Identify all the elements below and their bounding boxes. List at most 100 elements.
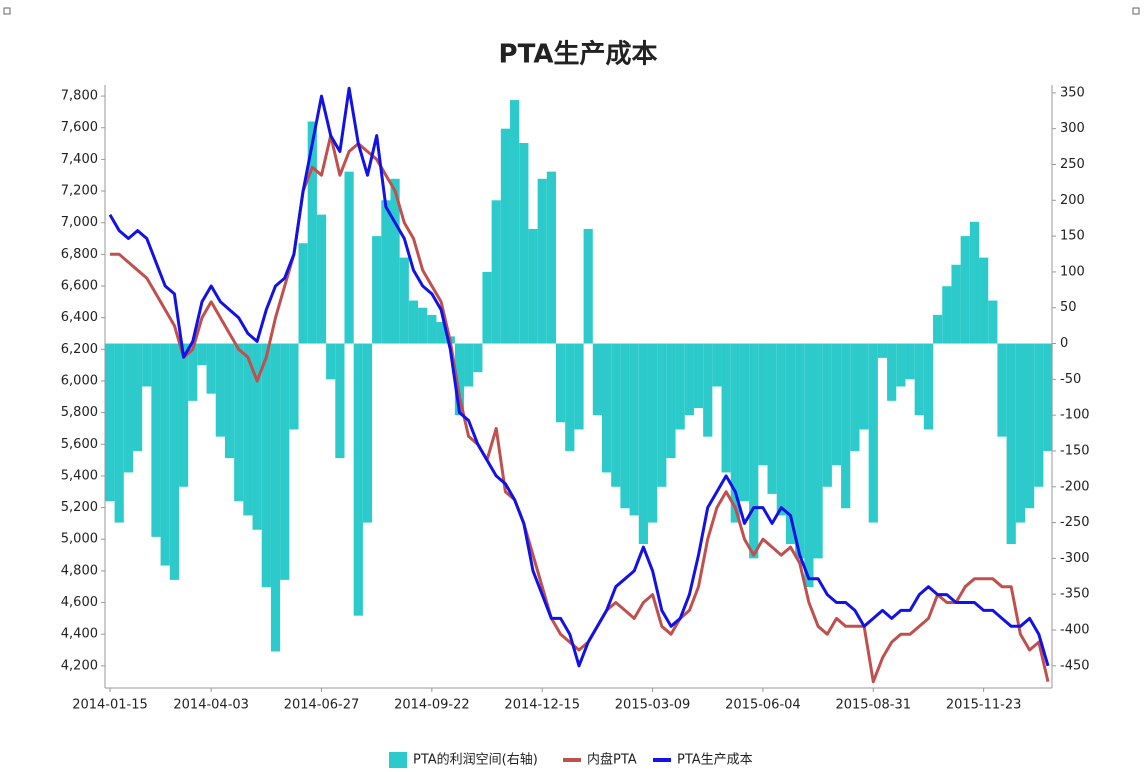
bar xyxy=(887,343,897,401)
y2-tick-label: 350 xyxy=(1060,85,1085,100)
y2-tick-label: -150 xyxy=(1060,443,1090,458)
bar xyxy=(831,343,842,466)
bar xyxy=(822,343,832,487)
bar xyxy=(923,343,934,430)
bar xyxy=(546,171,557,344)
bar xyxy=(123,343,133,473)
bar xyxy=(749,343,759,559)
bar xyxy=(270,343,281,652)
bar xyxy=(399,257,409,344)
legend-label: 内盘PTA xyxy=(587,752,637,768)
bar xyxy=(666,343,676,459)
bar xyxy=(556,343,566,423)
corner-icon xyxy=(3,7,11,15)
y2-tick-label: 250 xyxy=(1060,157,1085,172)
x-tick-label: 2015-11-23 xyxy=(946,698,1022,713)
bar xyxy=(528,228,538,344)
bar xyxy=(105,343,115,502)
bar xyxy=(224,343,235,459)
bar xyxy=(316,214,327,344)
y-tick-label: 6,800 xyxy=(61,247,98,262)
y2-tick-label: 50 xyxy=(1060,300,1077,315)
bar xyxy=(418,307,428,344)
bar xyxy=(234,343,244,502)
bar xyxy=(307,121,317,344)
bar xyxy=(693,343,704,408)
line-series xyxy=(108,86,1050,668)
bar xyxy=(767,343,777,494)
y-tick-label: 5,200 xyxy=(61,500,98,515)
y2-tick-label: -450 xyxy=(1060,658,1090,673)
bar xyxy=(372,236,382,344)
bar xyxy=(252,343,262,530)
bar xyxy=(1015,343,1026,523)
y-tick-label: 4,200 xyxy=(61,658,98,673)
line-series xyxy=(110,134,1050,684)
bar xyxy=(151,343,161,537)
bar xyxy=(500,128,511,344)
bar xyxy=(206,343,216,394)
bar xyxy=(565,343,575,451)
bar xyxy=(979,257,989,344)
x-tick-label: 2015-08-31 xyxy=(835,698,911,713)
bar xyxy=(997,343,1007,437)
bar xyxy=(592,343,602,416)
bar xyxy=(969,221,980,344)
bar xyxy=(482,271,492,344)
bar xyxy=(289,343,299,430)
bar xyxy=(657,343,667,487)
y2-tick-label: -250 xyxy=(1060,515,1090,530)
y-tick-label: 5,400 xyxy=(61,468,98,483)
y-tick-label: 5,000 xyxy=(61,532,98,547)
bar xyxy=(1043,343,1053,451)
bar xyxy=(132,343,143,451)
bar xyxy=(491,200,501,344)
chart-title: PTA生产成本 xyxy=(499,40,658,70)
bar xyxy=(464,343,474,387)
y-tick-label: 7,400 xyxy=(61,152,98,167)
bar xyxy=(114,343,124,523)
x-tick-label: 2014-09-22 xyxy=(394,698,470,713)
bar xyxy=(758,343,768,466)
y2-tick-label: 100 xyxy=(1060,264,1085,279)
y-tick-label: 7,800 xyxy=(61,89,98,104)
bar xyxy=(850,343,860,451)
x-tick-label: 2015-06-04 xyxy=(725,698,801,713)
bar xyxy=(611,343,621,487)
bar xyxy=(510,100,520,344)
bar xyxy=(280,343,290,580)
bar xyxy=(942,286,952,344)
bar xyxy=(776,343,786,516)
bar xyxy=(638,343,648,545)
bar xyxy=(859,343,869,430)
legend-label: PTA生产成本 xyxy=(677,753,753,768)
bar xyxy=(1034,343,1044,487)
bar xyxy=(427,314,437,344)
bar xyxy=(436,322,446,344)
y2-tick-label: -300 xyxy=(1060,551,1090,566)
y2-tick-label: -200 xyxy=(1060,479,1090,494)
y-tick-label: 4,600 xyxy=(61,595,98,610)
bar xyxy=(261,343,271,588)
y2-tick-label: -50 xyxy=(1060,372,1081,387)
bar xyxy=(896,343,906,387)
bar xyxy=(620,343,630,509)
x-tick-label: 2014-04-03 xyxy=(173,698,249,713)
y-tick-label: 5,800 xyxy=(61,405,98,420)
x-tick-label: 2014-06-27 xyxy=(284,698,360,713)
y-tick-label: 7,200 xyxy=(61,184,98,199)
y2-tick-label: -100 xyxy=(1060,408,1090,423)
bar xyxy=(390,178,400,344)
y-tick-label: 7,000 xyxy=(61,215,98,230)
bar xyxy=(951,264,961,344)
bar xyxy=(804,343,814,588)
bar xyxy=(785,343,796,545)
y2-tick-label: 200 xyxy=(1060,193,1085,208)
bar xyxy=(914,343,924,416)
bar xyxy=(877,343,888,358)
bar xyxy=(381,200,391,344)
bar xyxy=(795,343,805,559)
bar xyxy=(344,171,354,344)
